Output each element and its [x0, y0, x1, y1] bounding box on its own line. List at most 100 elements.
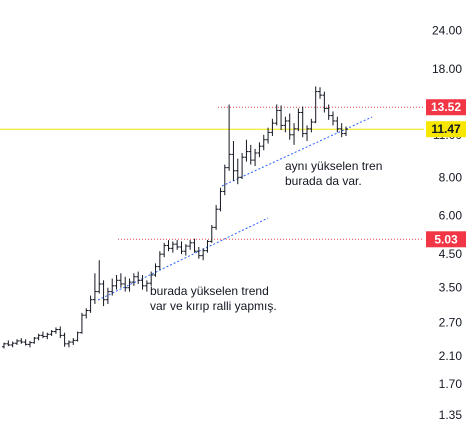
y-tick-label: 24.00 [432, 24, 462, 38]
ohlc-bar [296, 108, 301, 132]
ohlc-bar [92, 273, 97, 304]
ohlc-bar [140, 274, 145, 290]
level-lines [0, 106, 424, 240]
ohlc-bar [218, 187, 223, 212]
ohlc-bar [318, 87, 323, 99]
ohlc-bar [144, 280, 149, 292]
annotation-upper-line1: aynı yükselen tren [285, 159, 382, 173]
price-tag: 5.03 [426, 231, 466, 248]
ohlc-bar [266, 127, 271, 144]
ohlc-bar [79, 312, 84, 334]
ohlc-bar [40, 331, 45, 339]
ohlc-bar [45, 332, 50, 340]
ohlc-bar [231, 140, 236, 181]
ohlc-bar [66, 340, 71, 348]
ohlc-bar [292, 123, 297, 145]
y-tick-label: 1.35 [439, 408, 463, 422]
price-tags: 13.52 11.47 5.03 [426, 99, 466, 248]
annotation-upper: aynı yükselen tren burada da var. [285, 159, 386, 188]
trendline-upper [221, 116, 373, 187]
ohlc-bar [131, 273, 136, 286]
ohlc-bar [287, 113, 292, 140]
y-axis: 24.0018.0011.008.006.004.503.502.702.101… [432, 24, 462, 422]
ohlc-bar [53, 327, 58, 334]
y-tick-label: 3.50 [439, 281, 463, 295]
trendlines [97, 116, 373, 301]
svg-text:13.52: 13.52 [431, 100, 461, 114]
ohlc-bar [274, 104, 279, 126]
ohlc-bar [97, 260, 102, 294]
ohlc-bar [175, 240, 180, 250]
y-tick-label: 1.70 [439, 377, 463, 391]
y-tick-label: 2.10 [439, 349, 463, 363]
ohlc-bar [49, 330, 54, 336]
ohlc-bar [2, 342, 6, 349]
ohlc-bar [84, 308, 89, 319]
ohlc-bar [166, 240, 171, 252]
annotation-lower-line1: burada yükselen trend [150, 284, 269, 298]
ohlc-bar [214, 205, 219, 230]
ohlc-bar [10, 341, 15, 348]
ohlc-bar [179, 241, 184, 255]
ohlc-bar [36, 333, 41, 341]
ohlc-bar [118, 273, 123, 288]
ohlc-bar [170, 241, 175, 253]
ohlc-bar [127, 278, 132, 292]
ohlc-bar [339, 123, 344, 138]
ohlc-bar [322, 91, 327, 113]
y-tick-label: 2.70 [439, 315, 463, 329]
ohlc-bar [313, 86, 318, 124]
ohlc-bar [58, 326, 63, 339]
ohlc-bar [153, 263, 158, 277]
ohlc-bar [149, 271, 154, 286]
ohlc-bar [305, 125, 310, 141]
ohlc-bar [326, 104, 331, 120]
annotation-upper-line2: burada da var. [285, 174, 362, 188]
ohlc-bars [2, 86, 348, 349]
y-tick-label: 6.00 [439, 209, 463, 223]
trendline-lower [97, 217, 269, 301]
y-tick-label: 4.50 [439, 247, 463, 261]
ohlc-bar [331, 111, 336, 126]
ohlc-bar [6, 340, 11, 347]
ohlc-bar [344, 126, 348, 137]
ohlc-bar [192, 238, 197, 253]
ohlc-bar [209, 224, 214, 243]
y-tick-label: 8.00 [439, 170, 463, 184]
ohlc-bar [162, 242, 167, 258]
ohlc-bar [183, 244, 188, 256]
ohlc-bar [88, 295, 93, 313]
ohlc-bar [157, 251, 162, 270]
ohlc-bar [270, 118, 275, 137]
ohlc-bar [253, 148, 258, 167]
ohlc-bar [257, 142, 262, 158]
ohlc-bar [300, 106, 305, 138]
ohlc-bar [23, 339, 28, 346]
ohlc-bar [32, 337, 37, 344]
ohlc-bar [240, 152, 245, 179]
svg-text:5.03: 5.03 [434, 232, 458, 246]
annotation-lower: burada yükselen trend var ve kırıp ralli… [150, 284, 277, 313]
ohlc-bar [110, 278, 115, 296]
ohlc-bar [279, 105, 284, 131]
ohlc-bar [244, 139, 249, 162]
ohlc-bar [283, 116, 288, 133]
ohlc-bar [205, 240, 210, 253]
y-tick-label: 18.00 [432, 62, 462, 76]
ohlc-bar [136, 271, 141, 284]
price-tag: 13.52 [426, 99, 466, 116]
ohlc-bar [114, 274, 119, 290]
ohlc-bar [14, 339, 19, 345]
ohlc-bar [62, 332, 67, 347]
ohlc-bar [75, 331, 80, 342]
ohlc-bar [101, 280, 106, 307]
ohlc-bar [201, 248, 206, 261]
ohlc-bar [235, 158, 240, 185]
ohlc-bar [196, 246, 201, 259]
annotation-lower-line2: var ve kırıp ralli yapmış. [150, 299, 277, 313]
svg-text:11.47: 11.47 [431, 122, 461, 136]
ohlc-bar [19, 338, 24, 344]
ohlc-bar [309, 118, 314, 133]
ohlc-bar [123, 276, 128, 292]
ohlc-bar [261, 134, 266, 151]
